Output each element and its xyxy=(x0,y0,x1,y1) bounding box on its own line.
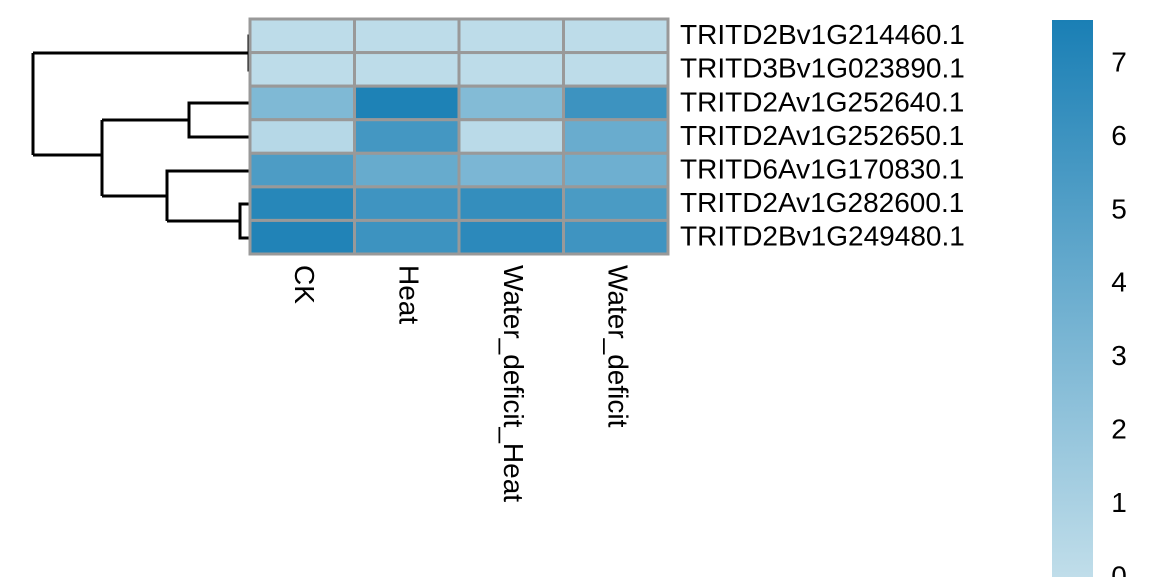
heatmap-cell xyxy=(248,51,356,88)
heatmap-cell xyxy=(457,218,565,256)
heatmap-cell xyxy=(562,218,670,256)
dendrogram xyxy=(31,34,251,240)
row-label: TRITD2Av1G282600.1 xyxy=(680,187,964,218)
heatmap-cell xyxy=(457,118,565,155)
heatmap-cell xyxy=(248,218,356,256)
heatmap-cell xyxy=(353,17,461,55)
column-label: Water_deficit_Heat xyxy=(498,265,529,502)
colorbar xyxy=(1052,20,1093,577)
column-label: CK xyxy=(289,265,320,304)
heatmap-cell xyxy=(457,17,565,55)
heatmap-cell xyxy=(248,185,356,222)
heatmap-cell xyxy=(353,118,461,155)
colorbar-tick-label: 0 xyxy=(1111,560,1127,577)
row-label: TRITD2Av1G252650.1 xyxy=(680,120,964,151)
row-label: TRITD2Bv1G249480.1 xyxy=(680,221,965,252)
colorbar-tick-label: 2 xyxy=(1111,414,1127,445)
colorbar-tick-label: 1 xyxy=(1111,487,1127,518)
colorbar-tick-label: 6 xyxy=(1111,120,1127,151)
row-label: TRITD3Bv1G023890.1 xyxy=(680,53,965,84)
heatmap-cell xyxy=(353,151,461,189)
heatmap-cell xyxy=(248,118,356,155)
heatmap-cell xyxy=(457,185,565,222)
heatmap-cell xyxy=(562,17,670,55)
heatmap-cell xyxy=(248,84,356,122)
colorbar-tick-label: 5 xyxy=(1111,193,1127,224)
column-label: Water_deficit xyxy=(602,265,633,428)
row-label: TRITD6Av1G170830.1 xyxy=(680,153,964,184)
heatmap-cell xyxy=(353,84,461,122)
heatmap-cell xyxy=(353,51,461,88)
heatmap-cell xyxy=(562,118,670,155)
row-label: TRITD2Av1G252640.1 xyxy=(680,86,964,117)
heatmap-cell xyxy=(562,51,670,88)
heatmap-cell xyxy=(248,151,356,189)
heatmap-cell xyxy=(353,185,461,222)
column-label: Heat xyxy=(393,265,424,324)
colorbar-tick-label: 4 xyxy=(1111,267,1127,298)
heatmap-cell xyxy=(562,185,670,222)
heatmap-cell xyxy=(562,151,670,189)
heatmap-cell xyxy=(353,218,461,256)
heatmap-cell xyxy=(457,151,565,189)
colorbar-tick-label: 3 xyxy=(1111,340,1127,371)
heatmap-cell xyxy=(562,84,670,122)
heatmap-cell xyxy=(248,17,356,55)
row-label: TRITD2Bv1G214460.1 xyxy=(680,19,965,50)
colorbar-tick-label: 7 xyxy=(1111,46,1127,77)
heatmap-cell xyxy=(457,51,565,88)
heatmap-cell xyxy=(457,84,565,122)
